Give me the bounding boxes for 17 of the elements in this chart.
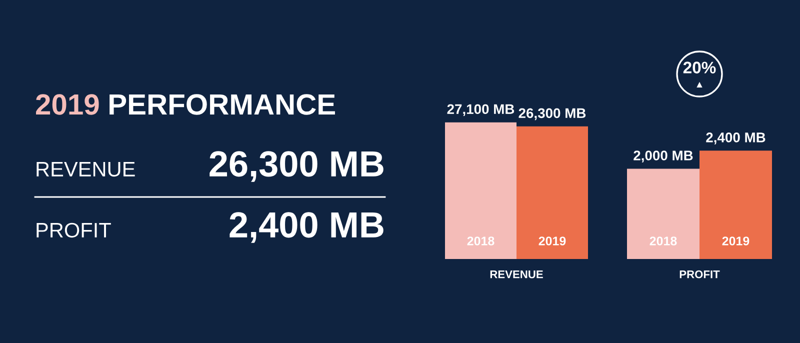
x-tick-label: 2018 [650, 236, 677, 246]
data-label: 26,300 MB [518, 108, 586, 120]
text: 2,400 MB [230, 212, 384, 243]
x-tick-label: 2019 [722, 236, 750, 246]
text: 20% [683, 62, 716, 74]
text: REVENUE [36, 162, 135, 177]
text: 26,300 MB [210, 151, 384, 182]
text: PROFIT [36, 222, 111, 238]
x-tick-label: 2019 [538, 236, 566, 246]
text: 2019 PERFORMANCE [36, 94, 335, 115]
x-axis-title: PROFIT [680, 270, 720, 278]
data-label: 2,000 MB [634, 150, 693, 162]
data-label: 2,400 MB [706, 132, 766, 144]
x-tick-label: 2018 [467, 236, 494, 246]
x-axis-title: REVENUE [490, 270, 543, 278]
text: ▲ [696, 82, 702, 88]
data-label: 27,100 MB [447, 104, 514, 116]
